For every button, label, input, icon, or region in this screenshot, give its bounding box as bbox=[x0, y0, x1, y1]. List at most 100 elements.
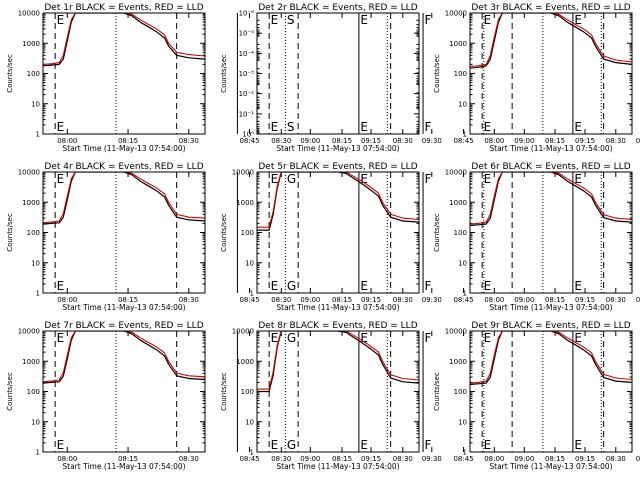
event-marker-label: E bbox=[360, 13, 368, 27]
x-tick-label: 08:30 bbox=[606, 137, 626, 145]
series-lld-line bbox=[470, 172, 632, 225]
y-tick-label: 10⁻⁶ bbox=[239, 10, 255, 18]
x-tick-label: 08:45 bbox=[453, 455, 473, 463]
event-marker-label: E bbox=[271, 13, 279, 27]
y-axis-label: Counts/sec bbox=[6, 213, 14, 252]
y-tick-label: 100 bbox=[241, 229, 254, 237]
y-tick-label: 100 bbox=[454, 70, 467, 78]
y-tick-label: 10 bbox=[245, 418, 254, 426]
plot-frame bbox=[42, 330, 206, 453]
y-tick-label: 10 bbox=[245, 259, 254, 267]
y-tick-label: 10⁰ bbox=[242, 131, 254, 139]
event-marker-label: S bbox=[287, 120, 295, 134]
x-tick-label: 08:30 bbox=[271, 296, 291, 304]
y-tick-label: 10⁻⁴ bbox=[239, 50, 255, 58]
x-tick-label: 09:30 bbox=[636, 296, 640, 304]
y-tick-label: 1 bbox=[250, 290, 254, 298]
x-tick-label: 09:00 bbox=[514, 137, 534, 145]
x-tick-label: 08:15 bbox=[332, 455, 352, 463]
x-tick-label: 08:15 bbox=[332, 137, 352, 145]
series-lld-line bbox=[43, 13, 205, 65]
series-events-line bbox=[43, 172, 205, 225]
series-events-line bbox=[43, 13, 205, 67]
plot-frame bbox=[256, 171, 420, 294]
series-lld-line bbox=[257, 172, 419, 228]
y-tick-label: 1000 bbox=[22, 358, 40, 366]
y-tick-label: 10⁻² bbox=[239, 90, 255, 98]
series-events-line bbox=[43, 331, 205, 384]
y-tick-label: 100 bbox=[27, 388, 40, 396]
panel-title: Det 7r BLACK = Events, RED = LLD bbox=[44, 321, 203, 331]
y-tick-label: 100 bbox=[27, 229, 40, 237]
panel-title: Det 1r BLACK = Events, RED = LLD bbox=[44, 3, 203, 13]
x-tick-label: 08:15 bbox=[545, 137, 565, 145]
y-tick-label: 10 bbox=[31, 418, 40, 426]
x-tick-label: 09:30 bbox=[422, 455, 442, 463]
series-lld-line bbox=[257, 331, 419, 390]
chart-panel-det9r: Det 9r BLACK = Events, RED = LLD 1 10 100 10… bbox=[433, 321, 633, 471]
x-tick-label: 09:15 bbox=[575, 455, 595, 463]
event-marker-label: F bbox=[425, 120, 432, 134]
y-tick-label: 10000 bbox=[232, 328, 254, 336]
x-tick-label: 08:30 bbox=[606, 455, 626, 463]
y-tick-label: 100 bbox=[454, 229, 467, 237]
y-tick-label: 10000 bbox=[232, 169, 254, 177]
y-tick-label: 100 bbox=[27, 70, 40, 78]
x-tick-label: 08:30 bbox=[271, 137, 291, 145]
panel-title: Det 6r BLACK = Events, RED = LLD bbox=[471, 162, 630, 172]
event-marker-label: E bbox=[57, 13, 65, 27]
x-tick-label: 08:30 bbox=[179, 296, 199, 304]
series-events-line bbox=[470, 13, 632, 69]
x-tick-label: 08:00 bbox=[57, 137, 77, 145]
y-axis-label: Counts/sec bbox=[220, 213, 228, 252]
event-marker-label: E bbox=[57, 172, 65, 186]
series-group bbox=[257, 331, 419, 393]
plot-frame bbox=[42, 12, 206, 135]
event-marker-label: E bbox=[360, 331, 368, 345]
y-tick-label: 1 bbox=[463, 290, 467, 298]
series-lld-line bbox=[470, 331, 632, 384]
y-tick-label: 1 bbox=[250, 449, 254, 457]
y-axis-label: Counts/sec bbox=[220, 372, 228, 411]
series-group bbox=[257, 172, 419, 231]
y-tick-label: 1 bbox=[36, 131, 40, 139]
event-marker-label: E bbox=[271, 438, 279, 452]
event-marker-label: E bbox=[271, 120, 279, 134]
x-tick-label: 09:00 bbox=[300, 296, 320, 304]
chart-panel-det3r: Det 3r BLACK = Events, RED = LLD 1 10 100 10… bbox=[433, 3, 633, 153]
panel-title: Det 8r BLACK = Events, RED = LLD bbox=[258, 321, 417, 331]
x-axis-label: Start Time (11-May-13 07:54:00) bbox=[489, 144, 612, 153]
event-marker-label: F bbox=[425, 279, 432, 293]
event-marker-label: E bbox=[57, 438, 65, 452]
x-tick-label: 08:00 bbox=[484, 455, 504, 463]
x-axis-label: Start Time (11-May-13 07:54:00) bbox=[62, 462, 185, 471]
y-tick-label: 1000 bbox=[236, 199, 254, 207]
x-tick-label: 08:30 bbox=[179, 455, 199, 463]
event-marker-label: E bbox=[271, 279, 279, 293]
x-axis-label: Start Time (11-May-13 07:54:00) bbox=[62, 144, 185, 153]
y-tick-label: 10000 bbox=[18, 328, 40, 336]
y-tick-label: 10 bbox=[31, 259, 40, 267]
event-marker-label: F bbox=[425, 13, 432, 27]
event-marker-label: E bbox=[360, 279, 368, 293]
panel-title: Det 9r BLACK = Events, RED = LLD bbox=[471, 321, 630, 331]
plot-frame bbox=[469, 171, 633, 294]
series-events-line bbox=[257, 331, 419, 393]
x-tick-label: 08:15 bbox=[332, 296, 352, 304]
x-tick-label: 08:00 bbox=[484, 137, 504, 145]
event-marker-label: E bbox=[574, 13, 582, 27]
x-tick-label: 09:30 bbox=[422, 137, 442, 145]
event-marker-label: E bbox=[57, 279, 65, 293]
x-tick-label: 08:45 bbox=[239, 137, 259, 145]
event-marker-label: F bbox=[425, 331, 432, 345]
series-group bbox=[43, 172, 205, 225]
plot-frame bbox=[42, 171, 206, 294]
x-tick-label: 08:30 bbox=[393, 137, 413, 145]
y-tick-label: 10 bbox=[458, 100, 467, 108]
event-marker-label: E bbox=[360, 120, 368, 134]
x-tick-label: 09:15 bbox=[575, 137, 595, 145]
y-axis-label: Counts/sec bbox=[6, 372, 14, 411]
series-lld-line bbox=[470, 13, 632, 68]
x-tick-label: 08:45 bbox=[239, 296, 259, 304]
